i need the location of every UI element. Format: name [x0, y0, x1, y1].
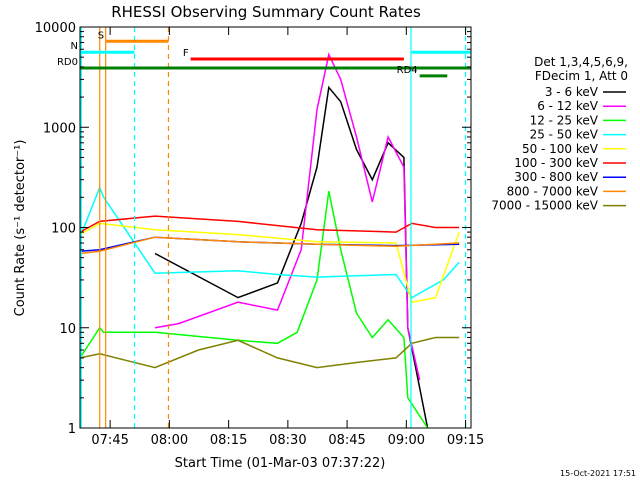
y-tick-label-1: 10: [59, 322, 76, 337]
series-line-0: [154, 85, 429, 429]
x-tick-label-0: 07:45: [91, 433, 128, 448]
series-line-8: [79, 336, 460, 369]
legend-entry-7: 800 - 7000 keV: [507, 184, 599, 198]
legend-entry-1: 6 - 12 keV: [537, 99, 599, 113]
x-axis-label: Start Time (01-Mar-03 07:37:22): [175, 456, 386, 471]
state-bar-label-3: RD0: [57, 57, 78, 68]
x-tick-label-2: 08:15: [210, 433, 247, 448]
state-bar-label-2: F: [183, 48, 189, 59]
legend-header-1: FDecim 1, Att 0: [535, 69, 628, 83]
footer-date: 15-Oct-2021 17:51: [560, 469, 636, 478]
y-tick-label-3: 1000: [43, 121, 76, 136]
legend-entry-6: 300 - 800 keV: [514, 170, 598, 184]
x-tick-label-3: 08:30: [269, 433, 306, 448]
state-bar-label-1: N: [71, 41, 78, 52]
y-axis-label: Count Rate (s⁻¹ detector⁻¹): [13, 140, 28, 317]
x-tick-label-1: 08:00: [151, 433, 188, 448]
legend-entry-0: 3 - 6 keV: [545, 85, 599, 99]
x-tick-label-5: 09:00: [388, 433, 425, 448]
x-tick-label-6: 09:15: [447, 433, 484, 448]
legend-entry-5: 100 - 300 keV: [514, 156, 598, 170]
legend-entry-2: 12 - 25 keV: [530, 113, 599, 127]
state-bar-label-0: S: [98, 30, 104, 41]
x-tick-label-4: 08:45: [328, 433, 365, 448]
legend-entry-4: 50 - 100 keV: [522, 142, 599, 156]
legend: Det 1,3,4,5,6,9,FDecim 1, Att 0 3 - 6 keV…: [491, 55, 628, 213]
legend-entry-3: 25 - 50 keV: [530, 128, 599, 142]
y-tick-label-2: 100: [51, 222, 76, 237]
series-line-4: [79, 222, 460, 304]
legend-header-0: Det 1,3,4,5,6,9,: [534, 55, 628, 69]
series-line-5: [79, 215, 460, 233]
axis-ticks: 07:45 08:00 08:15 08:30 08:45 09:00 09:15 1 10 10…: [35, 21, 485, 448]
state-bar-label-4: RD4: [397, 65, 418, 76]
chart-title: RHESSI Observing Summary Count Rates: [111, 3, 421, 21]
y-tick-label-0: 1: [68, 422, 76, 437]
series-line-2: [79, 191, 429, 429]
series-line-3: [79, 185, 460, 299]
legend-entry-8: 7000 - 15000 keV: [491, 199, 598, 213]
y-tick-label-4: 10000: [35, 21, 76, 36]
